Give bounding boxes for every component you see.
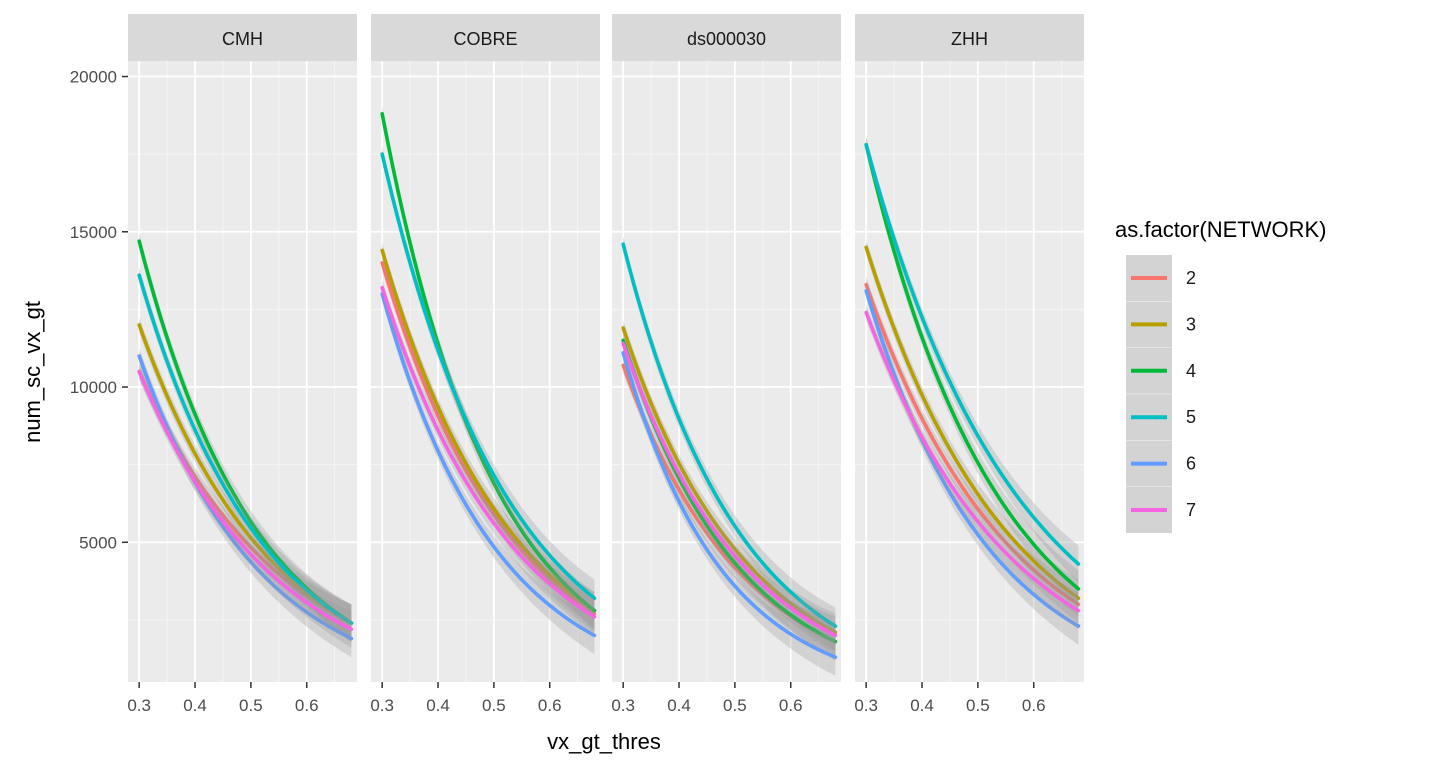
facet-strip-label: CMH [222,29,263,49]
x-tick-label: 0.6 [295,696,319,715]
legend-title: as.factor(NETWORK) [1115,217,1326,242]
series-line-6 [621,351,838,660]
series-line-7 [864,310,1081,613]
facet-panel: COBRE 0.3 0.4 0.5 0.6 [370,14,600,715]
x-tick-label: 0.5 [482,696,506,715]
confidence-band-series-5 [623,236,836,645]
facet-panel: CMH 0.3 0.4 0.5 0.6 [127,14,357,715]
y-tick-label: 5000 [79,533,117,552]
x-tick-label: 0.5 [239,696,263,715]
series-line-7 [380,285,597,619]
confidence-band-series-6 [866,283,1079,645]
confidence-band-series-5 [866,137,1079,583]
x-tick-label: 0.4 [183,696,207,715]
confidence-band-series-5 [139,267,352,642]
series-line-6 [380,292,597,638]
series-line-5 [864,143,1081,566]
series-line-5 [380,152,597,601]
confidence-band-series-3 [866,239,1079,617]
confidence-band-series-6 [623,345,836,676]
series-line-3 [621,326,838,635]
series-line-2 [864,282,1081,607]
legend-label: 2 [1186,268,1196,288]
x-tick-label: 0.4 [426,696,450,715]
x-tick-label: 0.5 [723,696,747,715]
series-line-5 [137,273,354,625]
y-axis-title: num_sc_vx_gt [20,301,45,443]
confidence-band-series-4 [139,233,352,642]
confidence-band-series-4 [382,106,595,630]
x-tick-label: 0.4 [667,696,691,715]
confidence-band-series-4 [866,137,1079,608]
facet-strip [371,14,600,61]
facet-panel: ds000030 0.3 0.4 0.5 0.6 [611,14,841,715]
series-line-7 [621,341,838,638]
y-tick-label: 10000 [70,378,117,397]
facet-strip [855,14,1084,61]
x-tick-label: 0.5 [966,696,990,715]
confidence-band-series-2 [139,363,352,642]
x-tick-label: 0.6 [538,696,562,715]
confidence-band-series-4 [623,332,836,661]
x-tick-label: 0.3 [127,696,151,715]
x-tick-label: 0.6 [1022,696,1046,715]
x-axis-title: vx_gt_thres [547,729,661,754]
legend-label: 4 [1186,361,1196,381]
series-line-2 [380,260,597,616]
legend-label: 6 [1186,454,1196,474]
series-line-5 [621,242,838,628]
series-line-7 [137,369,354,632]
panel-background [128,61,357,682]
y-tick-label: 20000 [70,68,117,87]
confidence-band-series-6 [382,286,595,655]
confidence-band-series-7 [382,279,595,636]
x-tick-label: 0.3 [854,696,878,715]
legend-label: 7 [1186,500,1196,520]
x-tick-label: 0.6 [779,696,803,715]
x-tick-label: 0.3 [611,696,635,715]
series-line-4 [864,143,1081,591]
x-tick-label: 0.4 [910,696,934,715]
facet-strip [128,14,357,61]
facet-strip-label: COBRE [453,29,517,49]
x-tick-label: 0.3 [370,696,394,715]
legend-label: 3 [1186,314,1196,334]
facet-panel: ZHH 0.3 0.4 0.5 0.6 [854,14,1084,715]
confidence-band-series-5 [382,146,595,617]
legend-label: 5 [1186,407,1196,427]
facet-strip [612,14,841,61]
facet-strip-label: ds000030 [687,29,766,49]
series-line-4 [380,112,597,613]
series-line-3 [864,245,1081,601]
y-tick-label: 15000 [70,223,117,242]
series-line-3 [380,248,597,613]
facet-strip-label: ZHH [951,29,988,49]
